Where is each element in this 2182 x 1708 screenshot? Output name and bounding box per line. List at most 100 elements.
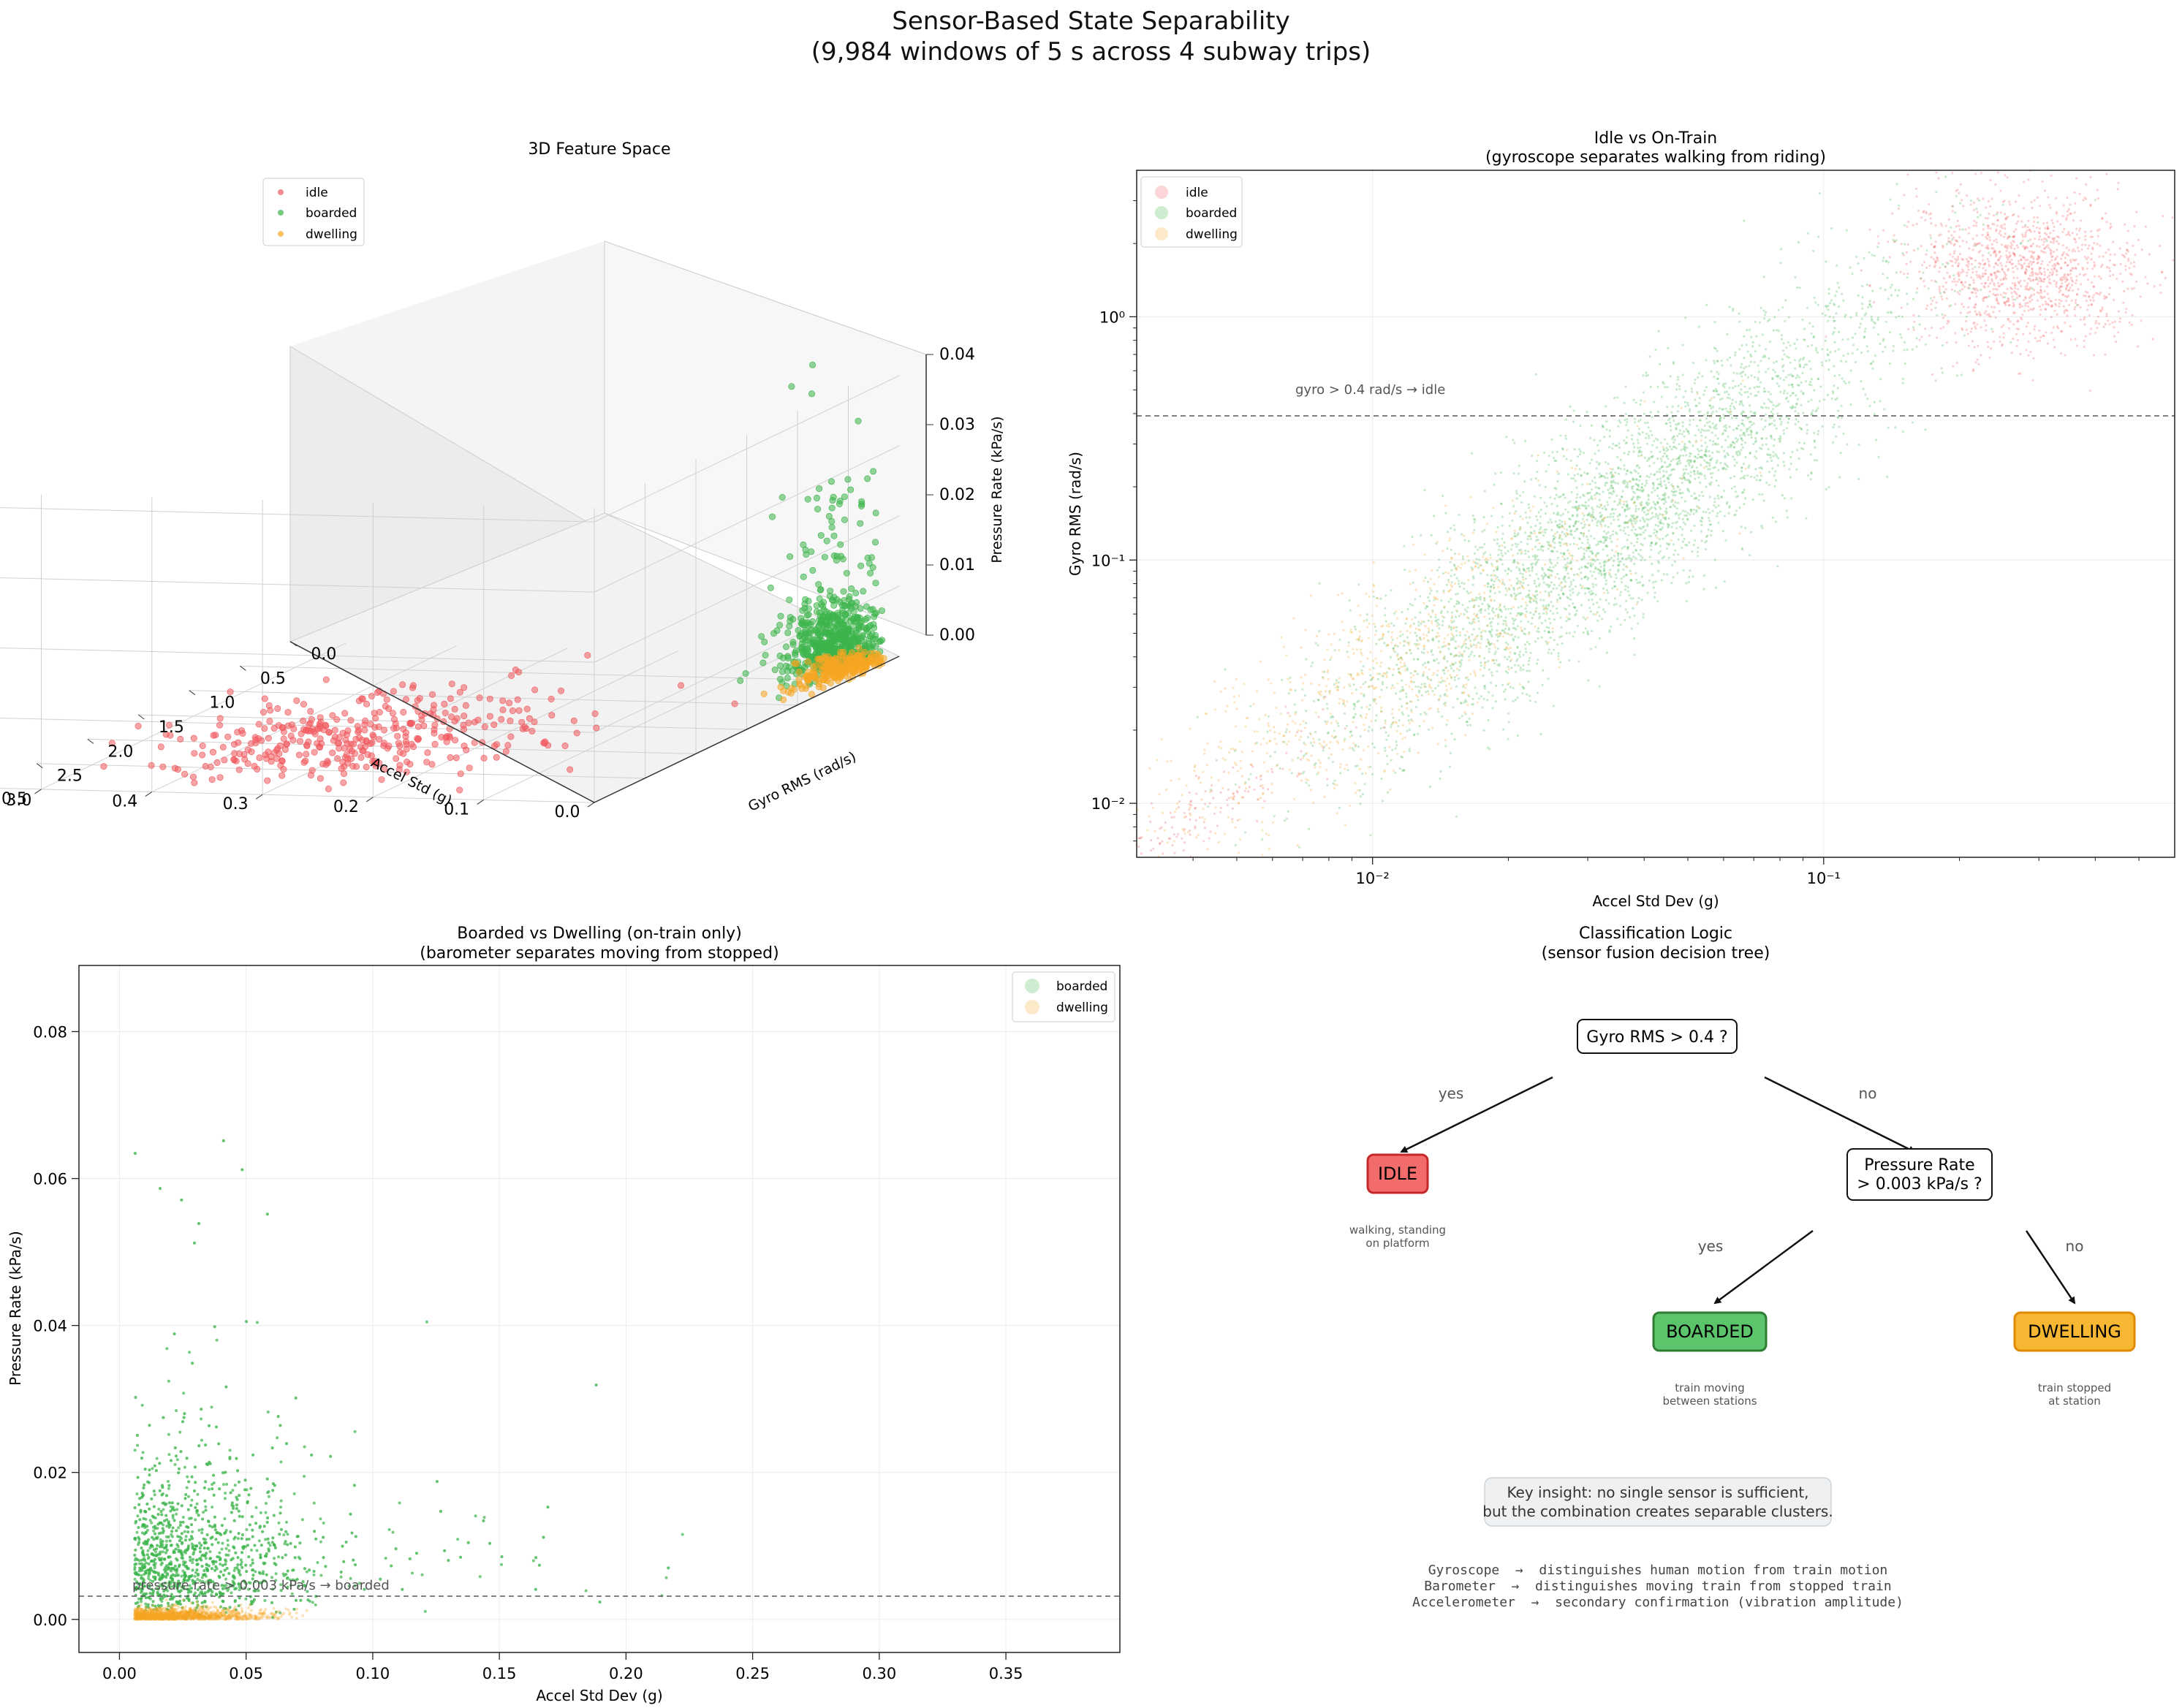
panel2-boarded-point: [1534, 610, 1537, 613]
panel3d-idle-point: [409, 743, 417, 751]
panel3d-idle-point: [561, 742, 569, 749]
panel2-boarded-point: [1764, 425, 1767, 428]
panel2-boarded-point: [1795, 468, 1798, 471]
panel2-boarded-point: [1565, 566, 1568, 569]
panel2-boarded-point: [1861, 284, 1864, 288]
panel2-boarded-point: [1583, 471, 1586, 474]
panel2-boarded-point: [1696, 391, 1699, 394]
panel3d-idle-point: [248, 748, 255, 756]
panel2-boarded-point: [1659, 480, 1662, 483]
panel2-boarded-point: [1447, 579, 1450, 582]
panel2-boarded-point: [1571, 554, 1574, 558]
panel2-boarded-point: [1586, 535, 1588, 538]
panel2-boarded-point: [1709, 399, 1712, 402]
panel2-boarded-point: [1463, 650, 1466, 653]
panel2-boarded-point: [1483, 528, 1486, 531]
panel2-boarded-point: [1678, 384, 1681, 387]
panel3d-boarded-point: [802, 645, 809, 653]
panel2-boarded-point: [1715, 461, 1718, 464]
panel3d-dwelling-point: [809, 669, 817, 676]
panel2-boarded-point: [1621, 581, 1624, 584]
panel2-boarded-point: [1642, 531, 1645, 534]
panel2-boarded-point: [1561, 512, 1565, 515]
panel2-boarded-point: [1569, 405, 1572, 408]
panel2-boarded-point: [1694, 497, 1697, 500]
panel2-boarded-point: [1577, 568, 1580, 571]
panel2-boarded-point: [1602, 536, 1605, 539]
panel2-boarded-point: [1490, 515, 1493, 517]
panel2-boarded-point: [1512, 700, 1515, 703]
panel2-boarded-point: [1778, 403, 1781, 406]
panel2-boarded-point: [1548, 585, 1550, 589]
panel2-boarded-point: [1775, 374, 1778, 377]
panel2-boarded-point: [1453, 553, 1456, 555]
panel2-boarded-point: [1694, 378, 1697, 382]
panel2-boarded-point: [1398, 671, 1401, 674]
panel2-boarded-point: [1542, 581, 1545, 584]
panel2-boarded-point: [1722, 468, 1725, 471]
panel2-boarded-point: [1352, 683, 1355, 686]
panel2-boarded-point: [1640, 558, 1643, 562]
panel3d-boarded-point: [808, 390, 816, 398]
panel2-boarded-point: [1695, 510, 1698, 513]
panel3d-idle-point: [100, 763, 107, 770]
panel2-boarded-point: [1698, 506, 1701, 509]
panel2-boarded-point: [1561, 520, 1564, 523]
panel2-boarded-point: [1749, 429, 1752, 432]
panel2-boarded-point: [1758, 493, 1761, 496]
panel2-boarded-point: [1658, 506, 1661, 509]
panel3d-boarded-point: [827, 646, 835, 653]
panel3d-idle-point: [260, 708, 267, 716]
panel2-boarded-point: [1444, 512, 1447, 515]
panel2-boarded-point: [1726, 502, 1729, 505]
panel2-boarded-point: [1734, 385, 1737, 388]
panel2-boarded-point: [1922, 271, 1925, 274]
panel2-boarded-point: [1485, 561, 1488, 564]
panel2-boarded-point: [1507, 721, 1510, 724]
panel2-boarded-point: [1634, 517, 1637, 520]
panel2-boarded-point: [1723, 515, 1727, 517]
panel3d-idle-point: [457, 770, 464, 778]
panel2-boarded-point: [1884, 260, 1887, 263]
panel2-boarded-point: [1626, 547, 1629, 550]
panel2-boarded-point: [1659, 450, 1662, 454]
panel2-boarded-point: [1687, 462, 1691, 465]
panel2-boarded-point: [1569, 562, 1572, 565]
panel2-boarded-point: [1706, 534, 1709, 537]
panel2-boarded-point: [1887, 297, 1890, 300]
panel2-boarded-point: [1515, 582, 1518, 585]
panel2-boarded-point: [1353, 716, 1356, 718]
panel2-boarded-point: [1683, 445, 1686, 448]
panel2-boarded-point: [1765, 371, 1768, 373]
panel2-boarded-point: [1787, 316, 1790, 319]
panel2-boarded-point: [1442, 702, 1445, 705]
panel2-boarded-point: [1787, 373, 1790, 376]
panel2-boarded-point: [1668, 542, 1671, 546]
panel2-boarded-point: [1865, 345, 1868, 348]
panel2-boarded-point: [1359, 795, 1362, 798]
panel3d-boarded-point: [799, 607, 806, 614]
panel2-boarded-point: [1645, 371, 1648, 374]
panel2-boarded-point: [1729, 405, 1732, 408]
panel2-boarded-point: [1866, 398, 1869, 401]
panel2-boarded-point: [1556, 531, 1558, 534]
panel2-boarded-point: [1471, 703, 1474, 706]
panel2-boarded-point: [1697, 428, 1700, 431]
panel2-boarded-point: [1660, 528, 1663, 531]
panel3d-boarded-point: [777, 612, 784, 620]
panel3d-idle-point: [254, 765, 261, 773]
panel2-boarded-point: [1409, 672, 1412, 675]
panel2-boarded-point: [1955, 374, 1958, 377]
panel2-boarded-point: [1591, 629, 1594, 633]
panel2-dwelling-point: [1433, 604, 1436, 607]
panel2-boarded-point: [1650, 473, 1653, 476]
panel2-boarded-point: [1687, 580, 1690, 584]
panel2-boarded-point: [1527, 680, 1530, 683]
panel2-boarded-point: [1802, 392, 1805, 395]
panel2-boarded-point: [1695, 509, 1698, 512]
panel2-boarded-point: [1886, 276, 1889, 279]
panel2-boarded-point: [1493, 580, 1496, 583]
panel2-boarded-point: [1722, 383, 1725, 386]
panel2-boarded-point: [1838, 330, 1841, 333]
panel2-boarded-point: [1535, 607, 1538, 610]
